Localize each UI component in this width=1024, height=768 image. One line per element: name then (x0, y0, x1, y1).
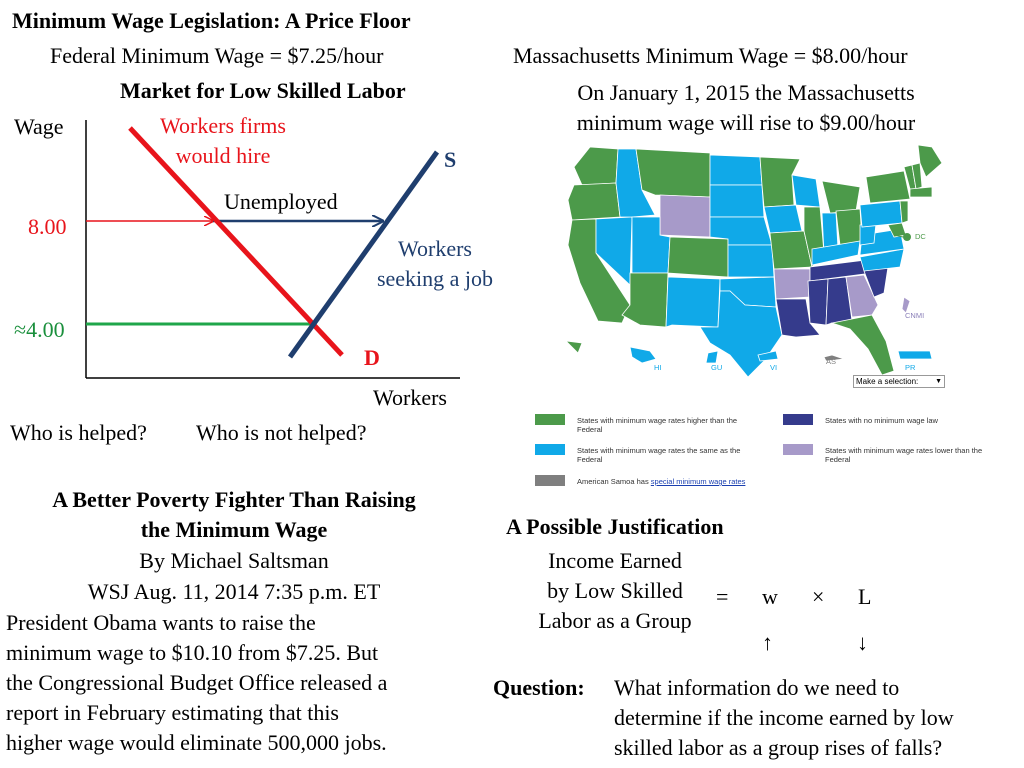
state-north-dakota (709, 154, 763, 186)
state-pennsylvania (859, 200, 903, 228)
state-new-york (865, 170, 911, 204)
income-earned-label: Income Earned by Low Skilled Labor as a … (538, 548, 692, 633)
demand-label: D (364, 345, 380, 370)
territory-american-samoa (823, 354, 845, 362)
who-is-not-helped: Who is not helped? (196, 420, 367, 445)
article-body-line: President Obama wants to raise the (6, 610, 316, 635)
federal-minimum-wage: Federal Minimum Wage = $7.25/hour (50, 43, 384, 68)
territory-puerto-rico (897, 350, 933, 360)
state-iowa (763, 204, 803, 234)
demand-curve (128, 126, 344, 357)
x-axis-label: Workers (373, 385, 447, 410)
map-label-pr: PR (905, 363, 916, 372)
article-source: WSJ Aug. 11, 2014 7:35 p.m. ET (87, 579, 381, 604)
state-new-mexico (665, 276, 721, 328)
times-sign: × (812, 584, 825, 609)
state-kentucky (811, 240, 861, 266)
map-label-cnmi: CNMI (905, 311, 925, 320)
article-body: President Obama wants to raise the minim… (6, 608, 387, 758)
article-body-line: report in February estimating that this (6, 700, 339, 725)
legend-none: States with no minimum wage law (825, 416, 938, 425)
state-florida (830, 314, 895, 376)
y-axis-label: Wage (14, 114, 64, 139)
state-georgia (845, 274, 879, 318)
article-body-line: higher wage would eliminate 500,000 jobs… (6, 730, 387, 755)
massachusetts-note: On January 1, 2015 the Massachusetts min… (576, 80, 916, 135)
supply-curve (287, 150, 440, 359)
article-body-line: the Congressional Budget Office released… (6, 670, 388, 695)
state-louisiana (775, 298, 821, 338)
state-wisconsin (791, 174, 821, 208)
state-oregon (567, 182, 621, 221)
state-colorado (667, 236, 729, 278)
demand-annotation: Workers firms would hire (160, 113, 286, 168)
state-mississippi (807, 278, 829, 326)
map-label-gu: GU (711, 363, 723, 372)
chevron-down-icon: ▼ (935, 378, 942, 385)
price-floor-value: 8.00 (28, 214, 67, 239)
supply-annotation: Workers seeking a job (376, 236, 494, 291)
massachusetts-minimum-wage: Massachusetts Minimum Wage = $8.00/hour (513, 43, 908, 68)
map-selection-dropdown[interactable]: Make a selection: ▼ (853, 375, 945, 388)
state-maine (917, 145, 943, 178)
labor-symbol: L (858, 584, 872, 609)
legend-swatch-samoa (535, 475, 565, 486)
legend-same: States with minimum wage rates the same … (577, 446, 741, 464)
us-minimum-wage-map (564, 145, 943, 378)
who-is-helped: Who is helped? (10, 420, 147, 445)
map-label-as: AS (826, 357, 837, 366)
territory-cnmi (901, 296, 911, 314)
state-south-dakota (709, 184, 765, 218)
legend-swatch-higher (535, 414, 565, 425)
state-massachusetts (909, 186, 933, 198)
state-new-jersey (899, 200, 909, 224)
map-legend: States with minimum wage rates higher th… (535, 414, 1015, 494)
article-body-line: minimum wage to $10.10 from $7.25. But (6, 640, 379, 665)
state-arkansas (773, 268, 811, 300)
territory-hawaii (629, 346, 657, 364)
slide-title: Minimum Wage Legislation: A Price Floor (12, 8, 411, 33)
state-north-carolina (859, 248, 905, 272)
unemployed-label: Unemployed (224, 189, 338, 214)
dc-marker (903, 233, 911, 241)
state-new-hampshire (911, 162, 923, 190)
state-michigan (821, 180, 861, 214)
legend-swatch-none (783, 414, 813, 425)
map-label-hi: HI (654, 363, 662, 372)
question-label: Question: (493, 675, 585, 700)
map-label-vi: VI (770, 363, 778, 372)
territory-vi (757, 350, 779, 362)
question-text: What information do we need to determine… (614, 675, 954, 760)
article-title: A Better Poverty Fighter Than Raising th… (52, 487, 416, 542)
legend-higher: States with minimum wage rates higher th… (577, 416, 738, 434)
supply-label: S (444, 147, 457, 172)
state-kansas (727, 244, 775, 278)
labor-market-graph (85, 120, 460, 379)
legend-lower: States with minimum wage rates lower tha… (825, 446, 983, 464)
state-alaska (564, 340, 583, 354)
legend-samoa: American Samoa has special minimum wage … (577, 477, 746, 486)
justification-title: A Possible Justification (506, 514, 724, 539)
territory-guam (705, 350, 719, 364)
article-byline: By Michael Saltsman (139, 548, 329, 573)
state-wyoming (659, 194, 711, 238)
special-rates-link[interactable]: special minimum wage rates (650, 477, 746, 486)
map-label-dc: DC (915, 232, 926, 241)
legend-swatch-same (535, 444, 565, 455)
labor-down-arrow-icon: ↓ (857, 630, 868, 655)
equilibrium-value: ≈4.00 (14, 317, 65, 342)
wage-symbol: w (762, 584, 778, 609)
wage-up-arrow-icon: ↑ (762, 630, 773, 655)
legend-swatch-lower (783, 444, 813, 455)
equals-sign: = (716, 584, 729, 609)
state-ohio (835, 208, 863, 246)
state-montana (635, 148, 711, 198)
graph-title: Market for Low Skilled Labor (120, 78, 406, 103)
state-washington (573, 146, 619, 186)
